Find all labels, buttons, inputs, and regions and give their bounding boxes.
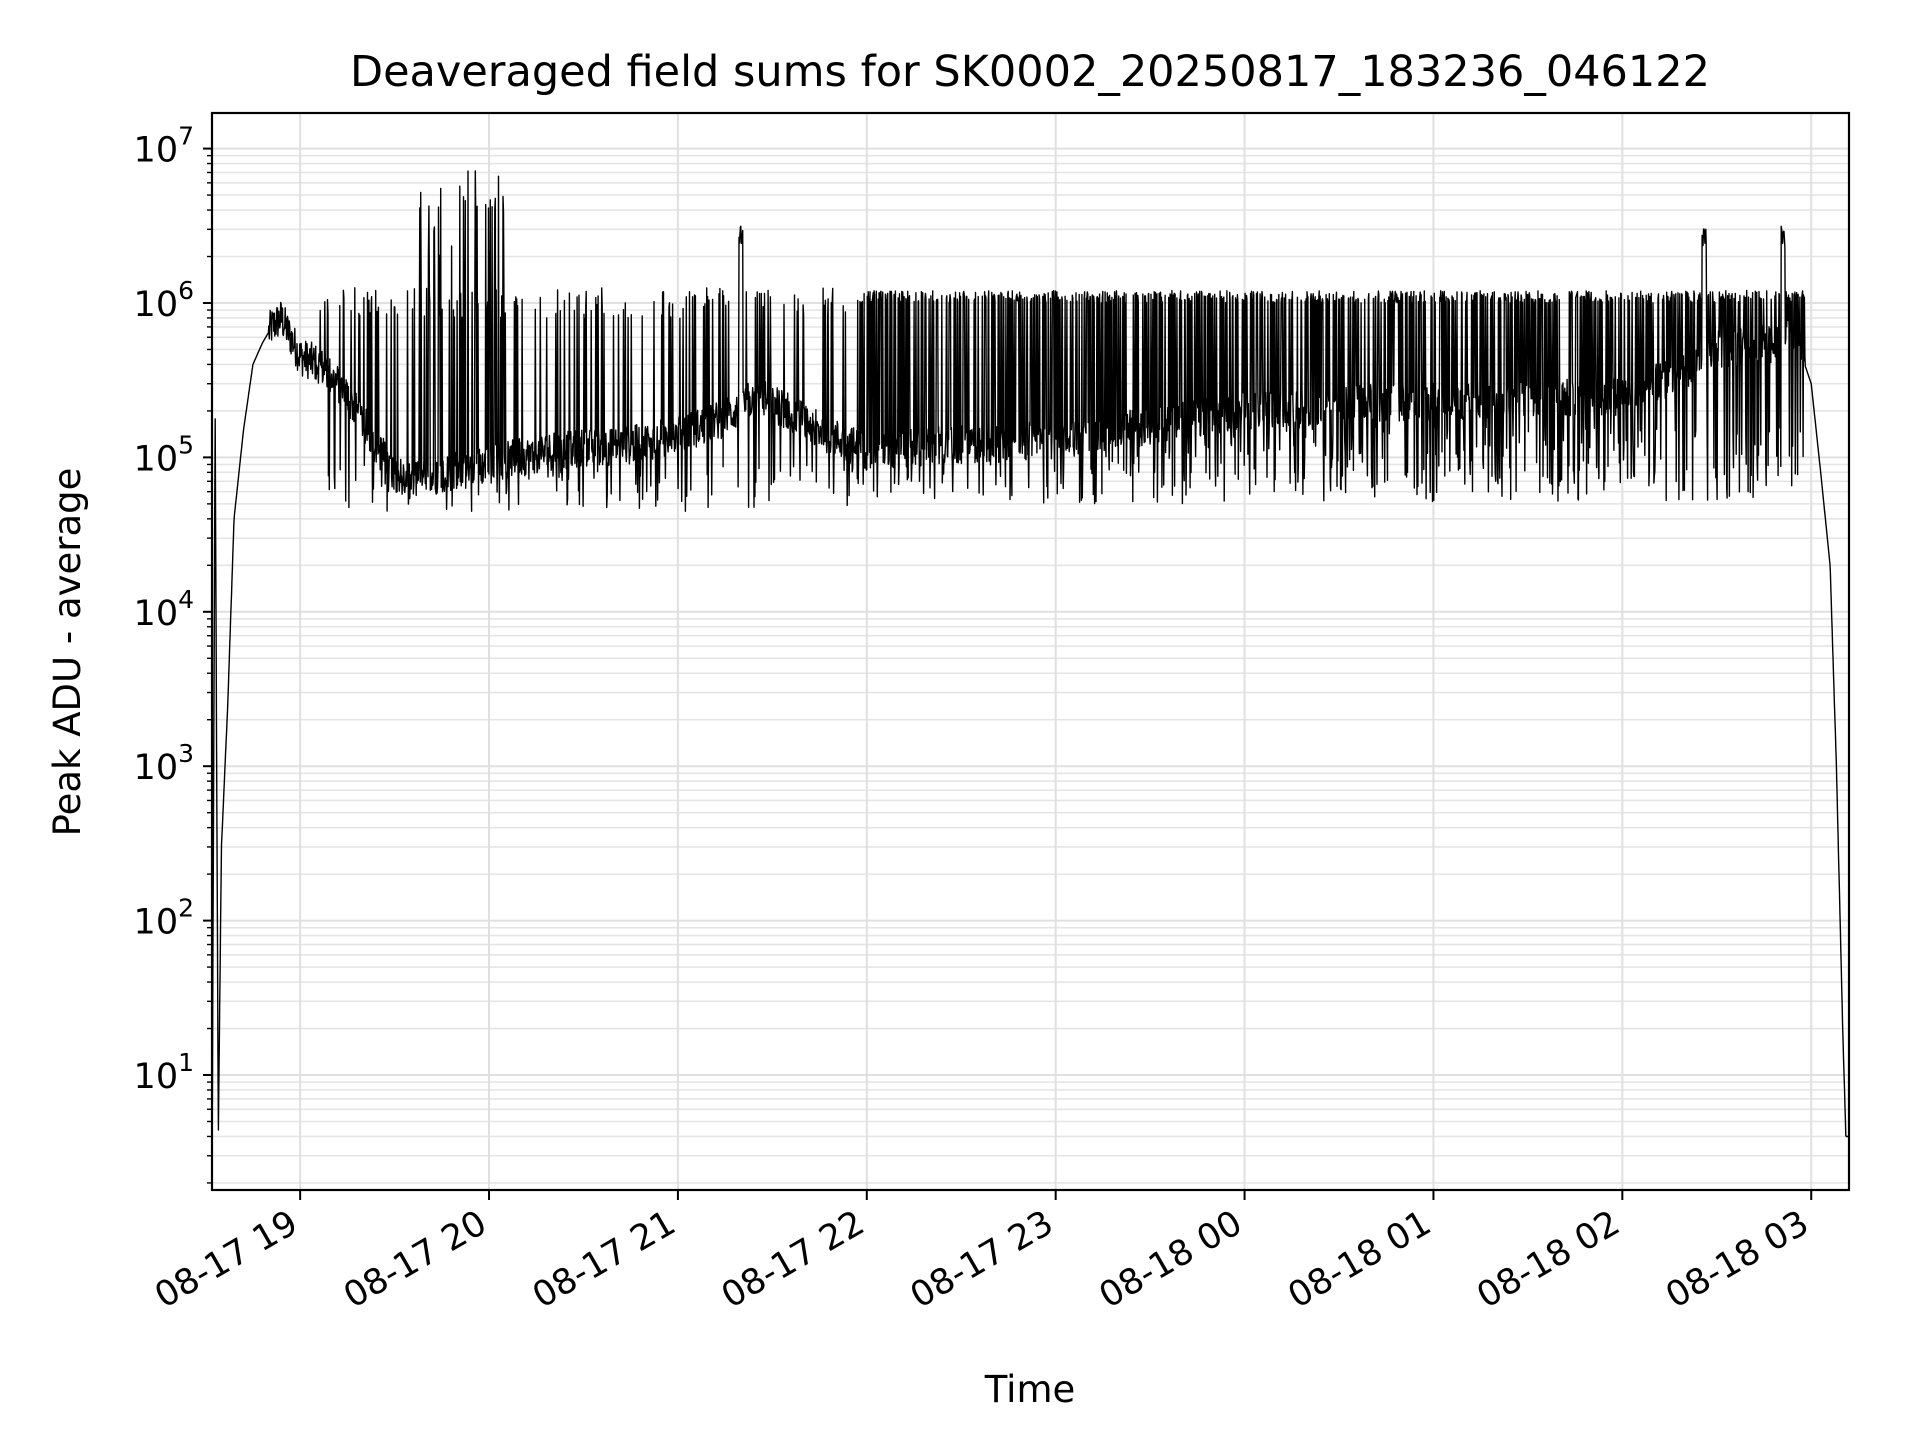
y-tick-label: 102 xyxy=(134,894,194,943)
data-trace xyxy=(211,170,1850,1183)
y-tick-label: 107 xyxy=(134,122,194,171)
y-tick-label: 105 xyxy=(134,430,194,479)
y-tick-label: 106 xyxy=(134,276,194,325)
y-tick-label: 104 xyxy=(134,585,194,634)
y-tick-label: 103 xyxy=(134,739,194,788)
y-axis-label: Peak ADU - average xyxy=(46,468,89,837)
plot-frame xyxy=(210,111,1851,1192)
y-tick-label: 101 xyxy=(134,1048,194,1097)
chart-title: Deaveraged field sums for SK0002_2025081… xyxy=(350,47,1710,97)
y-axis-ticks: 101 102 103 104 105 106 107 xyxy=(134,122,212,1184)
x-axis-label: Time xyxy=(984,1368,1076,1411)
series-line xyxy=(211,170,1850,1183)
grid xyxy=(212,113,1849,1190)
